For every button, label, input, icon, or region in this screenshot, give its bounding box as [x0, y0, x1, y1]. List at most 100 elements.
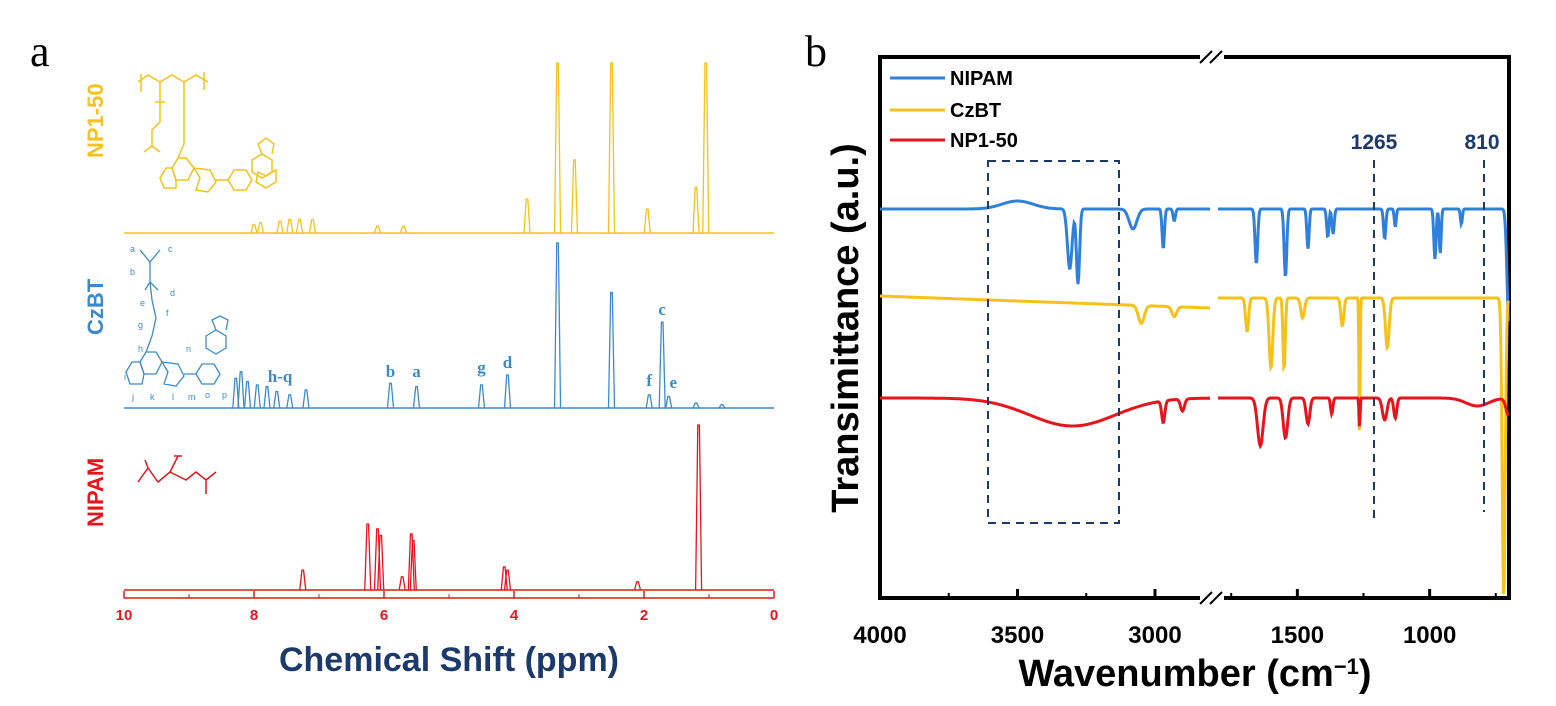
nmr-peak: [364, 523, 372, 591]
ftir-series-line: [1218, 207, 1510, 322]
nmr-peak: [692, 186, 700, 234]
nmr-peak: [308, 218, 317, 234]
ftir-marker-label-1265: 1265: [1351, 131, 1398, 154]
nmr-peak: [398, 576, 406, 591]
czbt-structure-image: [125, 249, 229, 387]
legend-label-czbt: CzBT: [950, 100, 1001, 122]
np-structure-image: [137, 72, 277, 193]
svg-text:m: m: [188, 392, 196, 402]
nmr-ticks: 10 8 6 4 2 0: [116, 591, 778, 624]
nmr-peak: [243, 380, 252, 409]
svg-text:j: j: [131, 392, 134, 402]
nmr-tick-label: 4: [510, 607, 519, 624]
svg-text:l: l: [172, 392, 174, 402]
svg-text:i: i: [124, 372, 126, 382]
nmr-peak: [299, 569, 307, 591]
svg-text:h: h: [138, 344, 143, 354]
ftir-y-axis-title: Transimittance (a.u.): [825, 143, 867, 513]
svg-text:e: e: [140, 298, 145, 308]
nmr-peak: [665, 395, 673, 409]
nmr-peak: [477, 384, 486, 409]
ftir-legend: NIPAM CzBT NP1-50: [890, 68, 1018, 152]
nmr-tick-label: 0: [770, 607, 778, 624]
legend-label-nipam: NIPAM: [950, 68, 1013, 90]
ftir-axis-break-top: [1199, 50, 1224, 64]
ftir-frame: [878, 55, 1511, 600]
ftir-tick-label: 1500: [1271, 622, 1324, 649]
nmr-peak: [718, 404, 726, 409]
nmr-peak-label: a: [412, 362, 421, 381]
nmr-peak: [645, 394, 653, 409]
nmr-peak-label: f: [646, 371, 652, 390]
svg-text:n: n: [186, 344, 191, 354]
czbt-structure-letters: a b c d e f g h i j k l m n o p: [124, 244, 227, 402]
nmr-peak: [694, 424, 703, 591]
ftir-tick-label: 3000: [1128, 622, 1181, 649]
nmr-series-label-nipam: NIPAM: [83, 458, 108, 527]
svg-text:b: b: [130, 267, 135, 277]
nmr-peak: [263, 385, 271, 409]
nmr-peak: [553, 242, 562, 409]
nmr-peak-label: d: [503, 353, 513, 372]
nmr-peak: [286, 394, 294, 409]
svg-text:f: f: [166, 308, 169, 318]
svg-text:p: p: [222, 390, 227, 400]
svg-text:k: k: [150, 392, 155, 402]
nmr-peak: [377, 534, 385, 591]
nmr-peak: [503, 374, 512, 409]
ftir-x-axis-title-main: Wavenumber (cm: [1018, 653, 1333, 695]
nmr-tick-label: 6: [380, 607, 388, 624]
nmr-x-axis-title: Chemical Shift (ppm): [279, 641, 619, 679]
nmr-peak: [523, 198, 531, 234]
nmr-peak-label: b: [386, 362, 395, 381]
nmr-peak: [295, 218, 304, 234]
nmr-peak: [607, 62, 616, 234]
nmr-peak: [570, 159, 579, 234]
nmr-peak: [232, 377, 240, 409]
ftir-panel: 1265 810 NIPAM CzBT NP1-50 4000 3500 3000 1…: [825, 50, 1511, 695]
nmr-peak: [643, 208, 651, 234]
ftir-tick-label: 1000: [1403, 622, 1456, 649]
nipam-structure-image: [137, 455, 217, 494]
nmr-tick-label: 2: [640, 607, 648, 624]
ftir-highlight-box: [987, 160, 1120, 524]
svg-text:d: d: [170, 288, 175, 298]
legend-label-np: NP1-50: [950, 130, 1018, 152]
ftir-series-line: [880, 199, 1210, 285]
panel-a-label: a: [30, 27, 50, 76]
nmr-peak-label: c: [658, 300, 666, 319]
svg-text:c: c: [168, 244, 173, 254]
nmr-peak: [658, 321, 666, 409]
nmr-peak: [553, 62, 562, 234]
ftir-tick-label: 3500: [991, 622, 1044, 649]
ftir-ticks: 4000 3500 3000 1500 1000: [853, 589, 1497, 649]
nmr-peak: [253, 384, 261, 409]
ftir-plot-area: [880, 199, 1510, 594]
svg-text:a: a: [130, 244, 135, 254]
nmr-peak: [373, 225, 382, 234]
nmr-peak: [276, 220, 284, 234]
svg-text:o: o: [205, 390, 210, 400]
nmr-peak: [702, 62, 710, 234]
nmr-peak: [692, 402, 700, 409]
nmr-panel: NP1-50 CzBT NIPAM a: [83, 62, 778, 679]
nmr-peak-label: h-q: [268, 367, 293, 386]
nmr-tick-label: 10: [116, 607, 133, 624]
nmr-tick-label: 8: [250, 607, 258, 624]
nmr-peak: [399, 225, 408, 234]
nmr-peak: [503, 569, 512, 591]
nmr-peak: [412, 385, 421, 409]
nmr-series-label-czbt: CzBT: [83, 278, 108, 335]
ftir-x-axis-title: Wavenumber (cm−1): [1018, 653, 1371, 695]
ftir-series-line: [880, 396, 1210, 428]
ftir-x-axis-title-end: ): [1359, 653, 1372, 695]
nmr-peak: [407, 533, 415, 591]
nmr-peak: [409, 539, 417, 591]
ftir-marker-label-810: 810: [1464, 131, 1499, 154]
nmr-series-label-np: NP1-50: [83, 83, 108, 158]
ftir-axis-break-bottom: [1199, 591, 1224, 605]
nmr-peak: [633, 581, 642, 591]
nmr-peak: [237, 371, 245, 409]
